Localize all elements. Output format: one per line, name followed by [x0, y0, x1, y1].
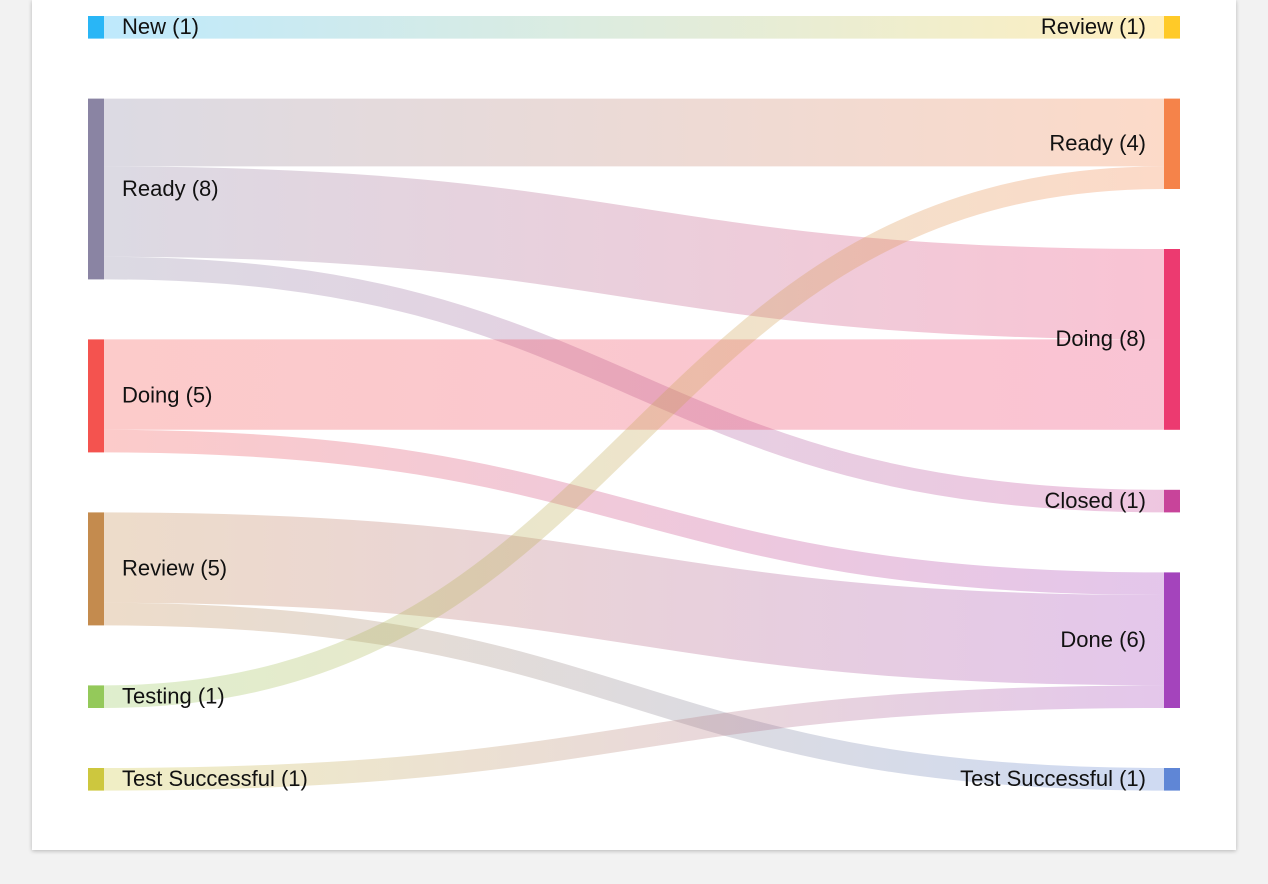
- source-node-doing: [88, 339, 104, 453]
- sankey-link-doing-to-done: [103, 429, 1165, 595]
- target-node-testsucc: [1164, 768, 1180, 791]
- source-label-new: New (1): [122, 14, 199, 39]
- sankey-link-testsucc-to-done: [103, 685, 1165, 791]
- target-label-done: Done (6): [1060, 627, 1146, 652]
- target-label-testsucc: Test Successful (1): [960, 766, 1146, 791]
- source-label-testing: Testing (1): [122, 684, 225, 709]
- source-node-testsucc: [88, 768, 104, 791]
- sankey-chart: New (1) Ready (8) Doing (5) Review (5) Testi…: [88, 14, 1180, 791]
- source-node-ready: [88, 98, 104, 280]
- target-label-review: Review (1): [1041, 14, 1146, 39]
- source-node-review: [88, 512, 104, 626]
- target-node-ready: [1164, 98, 1180, 189]
- sankey-link-review-to-testsucc: [103, 602, 1165, 791]
- target-node-done: [1164, 572, 1180, 708]
- target-label-ready: Ready (4): [1049, 131, 1146, 156]
- source-label-review: Review (5): [122, 556, 227, 581]
- target-label-doing: Doing (8): [1056, 326, 1146, 351]
- target-node-doing: [1164, 249, 1180, 430]
- target-label-closed: Closed (1): [1045, 488, 1146, 513]
- target-node-closed: [1164, 489, 1180, 513]
- source-label-testsucc: Test Successful (1): [122, 766, 308, 791]
- source-label-doing: Doing (5): [122, 383, 212, 408]
- sankey-link-review-to-done: [103, 512, 1165, 686]
- source-node-testing: [88, 685, 104, 708]
- source-label-ready: Ready (8): [122, 176, 219, 201]
- sankey-link-testing-to-ready: [103, 166, 1165, 708]
- source-node-new: [88, 16, 104, 39]
- chart-card: New (1) Ready (8) Doing (5) Review (5) Testi…: [32, 0, 1236, 850]
- sankey-link-ready-to-doing: [103, 166, 1165, 340]
- target-node-review: [1164, 16, 1180, 39]
